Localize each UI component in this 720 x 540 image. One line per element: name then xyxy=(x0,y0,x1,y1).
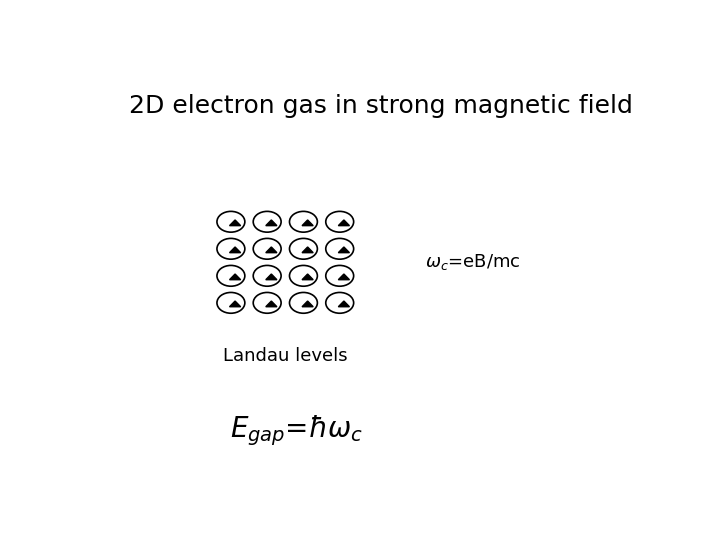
Circle shape xyxy=(253,211,281,232)
Polygon shape xyxy=(338,220,349,226)
Circle shape xyxy=(217,293,245,313)
Polygon shape xyxy=(230,247,240,253)
Circle shape xyxy=(253,293,281,313)
Circle shape xyxy=(289,266,318,286)
Circle shape xyxy=(325,266,354,286)
Circle shape xyxy=(325,238,354,259)
Polygon shape xyxy=(230,220,240,226)
Circle shape xyxy=(253,238,281,259)
Circle shape xyxy=(217,238,245,259)
Polygon shape xyxy=(302,301,313,307)
Polygon shape xyxy=(302,274,313,280)
Polygon shape xyxy=(266,274,277,280)
Circle shape xyxy=(289,293,318,313)
Circle shape xyxy=(217,211,245,232)
Polygon shape xyxy=(302,247,313,253)
Polygon shape xyxy=(302,220,313,226)
Polygon shape xyxy=(338,301,349,307)
Polygon shape xyxy=(230,301,240,307)
Polygon shape xyxy=(266,220,277,226)
Circle shape xyxy=(325,293,354,313)
Text: 2D electron gas in strong magnetic field: 2D electron gas in strong magnetic field xyxy=(129,94,633,118)
Circle shape xyxy=(217,266,245,286)
Circle shape xyxy=(289,211,318,232)
Polygon shape xyxy=(266,301,277,307)
Text: Landau levels: Landau levels xyxy=(223,347,348,365)
Polygon shape xyxy=(338,247,349,253)
Text: $\omega_c$=eB/mc: $\omega_c$=eB/mc xyxy=(425,252,521,272)
Polygon shape xyxy=(266,247,277,253)
Polygon shape xyxy=(230,274,240,280)
Text: $E_{gap}$=$\hbar\omega_c$: $E_{gap}$=$\hbar\omega_c$ xyxy=(230,414,363,448)
Circle shape xyxy=(289,238,318,259)
Circle shape xyxy=(325,211,354,232)
Polygon shape xyxy=(338,274,349,280)
Circle shape xyxy=(253,266,281,286)
